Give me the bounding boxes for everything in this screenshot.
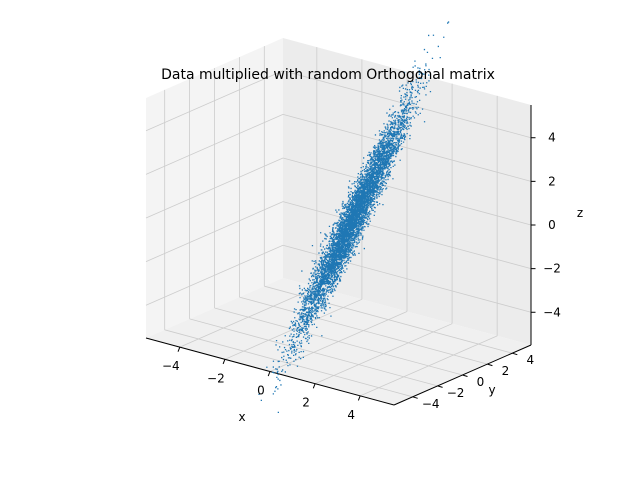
scatter-point-cloud bbox=[258, 21, 450, 414]
scatter-points bbox=[258, 21, 450, 414]
axes-panes bbox=[146, 38, 531, 405]
z-tick-label: 0 bbox=[548, 218, 556, 232]
x-tick-label: −2 bbox=[207, 371, 225, 385]
x-tick-mark bbox=[357, 395, 361, 401]
z-axis-label: z bbox=[577, 206, 583, 220]
chart-title: Data multiplied with random Orthogonal m… bbox=[161, 67, 495, 83]
x-tick-label: 4 bbox=[347, 408, 355, 422]
grid-line-y-floor bbox=[214, 307, 463, 376]
grid-line-z-back bbox=[282, 70, 532, 139]
z-tick-label: −2 bbox=[543, 262, 561, 276]
x-tick-label: −4 bbox=[162, 359, 180, 373]
axis-lines bbox=[145, 105, 536, 406]
x-axis-label: x bbox=[238, 410, 245, 424]
x-tick-label: 2 bbox=[302, 396, 310, 410]
y-tick-label: 4 bbox=[526, 353, 534, 367]
y-tick-mark bbox=[437, 385, 443, 388]
grid-line-z-left bbox=[145, 70, 284, 132]
z-tick-label: 4 bbox=[548, 131, 556, 145]
y-tick-mark bbox=[462, 374, 468, 377]
grid-line-y-floor bbox=[239, 296, 488, 365]
grid-line-z-back bbox=[282, 157, 532, 226]
y-tick-label: −4 bbox=[422, 397, 440, 411]
z-tick-label: 2 bbox=[548, 174, 556, 188]
grid-line-z-back bbox=[282, 201, 532, 270]
x-tick-mark bbox=[177, 346, 181, 352]
grid-line-y-floor bbox=[189, 318, 438, 387]
grid-line-z-left bbox=[145, 201, 284, 263]
tick-labels: −4 −2 0 2 4 −4 −2 0 2 4 −4 −2 0 2 4 bbox=[162, 131, 561, 422]
y-tick-label: 2 bbox=[502, 364, 510, 378]
x-tick-mark bbox=[312, 383, 316, 389]
grid-line-z-left bbox=[145, 113, 284, 175]
grid-line-z-left bbox=[145, 244, 284, 306]
grid-lines bbox=[145, 46, 532, 398]
y-axis-label: y bbox=[488, 383, 495, 397]
y-tick-label: 0 bbox=[477, 375, 485, 389]
x-tick-mark bbox=[267, 371, 271, 377]
y-tick-mark bbox=[487, 363, 493, 367]
x-tick-mark bbox=[222, 359, 226, 365]
grid-line-z-back bbox=[282, 113, 532, 182]
y-tick-mark bbox=[412, 396, 418, 399]
y-tick-label: −2 bbox=[447, 386, 465, 400]
grid-line-y-floor bbox=[164, 329, 413, 398]
y-tick-mark bbox=[512, 352, 518, 356]
z-tick-label: −4 bbox=[543, 305, 561, 319]
grid-line-z-left bbox=[145, 157, 284, 219]
x-tick-label: 0 bbox=[257, 384, 265, 398]
